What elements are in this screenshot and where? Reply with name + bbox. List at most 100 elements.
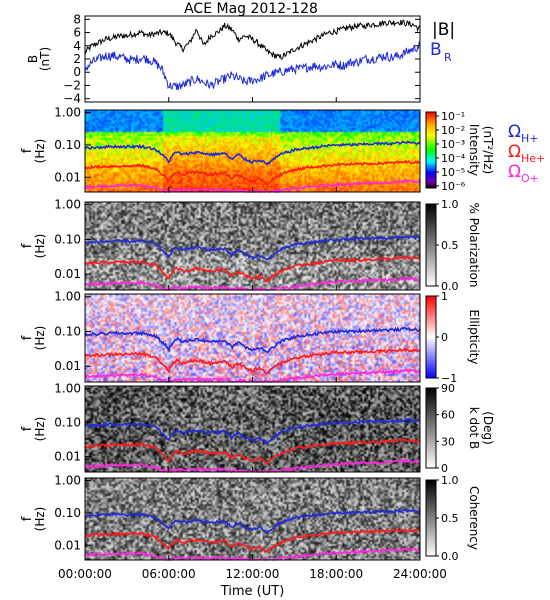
k-dot-b-panel: 1.00 0.10 0.01 f(Hz) 90 60 30 0 k dot B (Deg)	[20, 382, 495, 475]
colorbar-label: k dot B	[467, 407, 481, 449]
colorbar-tick-label: 0.5	[441, 512, 459, 525]
coherency-panel: 1.00 0.10 0.01 f(Hz) 1.0 0.5 0.0 Coherency	[20, 474, 481, 563]
br-series-line	[84, 40, 421, 91]
y-axis-unit: (Hz)	[33, 507, 47, 532]
y-tick-label: 0	[73, 65, 81, 79]
bmag-series-line	[84, 19, 421, 60]
spectrogram-image	[85, 478, 420, 560]
legend-br: B	[430, 40, 442, 60]
legend-omega-o: Ω	[508, 162, 521, 182]
y-axis-label: f	[20, 243, 35, 248]
y-tick-label: 0.10	[54, 416, 81, 430]
y-axis-unit: (Hz)	[33, 139, 47, 164]
colorbar-tick-label: 10⁻¹	[441, 110, 465, 123]
spectrogram-image	[85, 202, 420, 290]
x-tick-label: 06:00:00	[142, 567, 196, 581]
y-axis-unit: (Hz)	[33, 234, 47, 259]
legend-subscript: O+	[521, 172, 539, 185]
he-plus-gyrofrequency-line	[84, 528, 421, 554]
x-tick-label: 12:00:00	[226, 567, 280, 581]
legend-subscript: He+	[521, 152, 545, 165]
colorbar-tick-label: 1	[441, 290, 448, 303]
y-tick-label: −2	[63, 78, 81, 92]
colorbar-unit: (Deg)	[481, 411, 495, 445]
colorbar-tick-label: 60	[441, 409, 455, 422]
colorbar	[425, 295, 437, 379]
colorbar-tick-label: 0.5	[441, 239, 459, 252]
spectrogram-image	[85, 386, 420, 472]
colorbar-tick-label: −1	[441, 372, 457, 385]
y-tick-label: 1.00	[54, 474, 81, 488]
colorbar-tick-label: 10⁻⁶	[441, 180, 466, 193]
legend-omega-h: Ω	[508, 122, 521, 142]
y-tick-label: 0.10	[54, 138, 81, 152]
he-plus-gyrofrequency-line	[84, 159, 421, 186]
y-tick-label: 2	[73, 52, 81, 66]
y-tick-label: 0.10	[54, 324, 81, 338]
y-axis-label: B	[26, 55, 40, 63]
y-axis-label: f	[20, 426, 35, 431]
y-tick-label: 0.10	[54, 232, 81, 246]
colorbar	[425, 387, 437, 469]
colorbar	[425, 479, 437, 557]
h-plus-gyrofrequency-line	[84, 326, 421, 354]
y-axis-label: f	[20, 335, 35, 340]
colorbar-label: Intensity	[467, 124, 481, 176]
colorbar-label: Coherency	[467, 486, 481, 550]
legend-bmag: |B|	[432, 20, 455, 40]
y-tick-label: 0.10	[54, 506, 81, 520]
y-axis-label: f	[20, 148, 35, 153]
y-axis-unit: (Hz)	[33, 417, 47, 442]
colorbar-unit: (nT²/Hz)	[481, 126, 495, 174]
y-tick-label: 0.01	[54, 170, 81, 184]
y-tick-label: −4	[63, 92, 81, 106]
x-tick-label: 18:00:00	[309, 567, 363, 581]
polarization-panel: 1.00 0.10 0.01 f(Hz) 1.0 0.5 0.0 % Polarization	[20, 198, 481, 293]
y-tick-label: 6	[73, 26, 81, 40]
y-tick-label: 1.00	[54, 106, 81, 120]
ellipticity-panel: 1.00 0.10 0.01 f(Hz) 1 0 −1 Ellipticity	[20, 290, 481, 385]
colorbar-tick-label: 10⁻²	[441, 124, 465, 137]
colorbar-tick-label: 10⁻⁵	[441, 166, 465, 179]
y-tick-label: 1.00	[54, 290, 81, 304]
he-plus-gyrofrequency-line	[84, 347, 421, 376]
colorbar-tick-label: 0	[441, 462, 448, 475]
colorbar-tick-label: 10⁻³	[441, 138, 465, 151]
y-tick-label: 1.00	[54, 382, 81, 396]
spectrogram-image	[85, 110, 420, 192]
y-axis-label: f	[20, 516, 35, 521]
colorbar-tick-label: 1.0	[441, 198, 459, 211]
colorbar-tick-label: 30	[441, 435, 455, 448]
h-plus-gyrofrequency-line	[84, 235, 421, 261]
x-tick-label: 00:00:00	[58, 567, 112, 581]
colorbar	[425, 203, 437, 287]
plot-frame	[84, 15, 421, 103]
colorbar-tick-label: 0.0	[441, 550, 459, 563]
y-tick-label: 0.01	[54, 450, 81, 464]
he-plus-gyrofrequency-line	[84, 255, 421, 283]
colorbar-tick-label: 1.0	[441, 474, 459, 487]
y-tick-label: 4	[73, 39, 81, 53]
colorbar-label: Ellipticity	[467, 310, 481, 365]
intensity-panel: 1.00 0.10 0.01 f(Hz) 10⁻¹10⁻²10⁻³10⁻⁴10⁻⁵10⁻…	[20, 106, 545, 194]
y-tick-label: 8	[73, 12, 81, 26]
colorbar-tick-label: 0.0	[441, 280, 459, 293]
colorbar-tick-label: 10⁻⁴	[441, 152, 466, 165]
colorbar-tick-label: 0	[441, 331, 448, 344]
y-tick-label: 0.01	[54, 359, 81, 373]
colorbar-label: % Polarization	[467, 203, 481, 288]
legend-br-subscript: R	[444, 51, 452, 64]
legend-omega-he: Ω	[508, 142, 521, 162]
y-axis-unit: (Hz)	[33, 326, 47, 351]
h-plus-gyrofrequency-line	[84, 140, 421, 166]
figure-title: ACE Mag 2012-128	[184, 1, 318, 17]
y-tick-label: 1.00	[54, 198, 81, 212]
y-tick-label: 0.01	[54, 267, 81, 281]
x-axis-label: Time (UT)	[220, 584, 285, 599]
spectrogram-image	[85, 294, 420, 382]
colorbar	[425, 111, 437, 189]
x-axis: 00:00:00 06:00:00 12:00:00 18:00:00 24:00:00…	[58, 97, 447, 599]
legend-subscript: H+	[521, 132, 539, 145]
